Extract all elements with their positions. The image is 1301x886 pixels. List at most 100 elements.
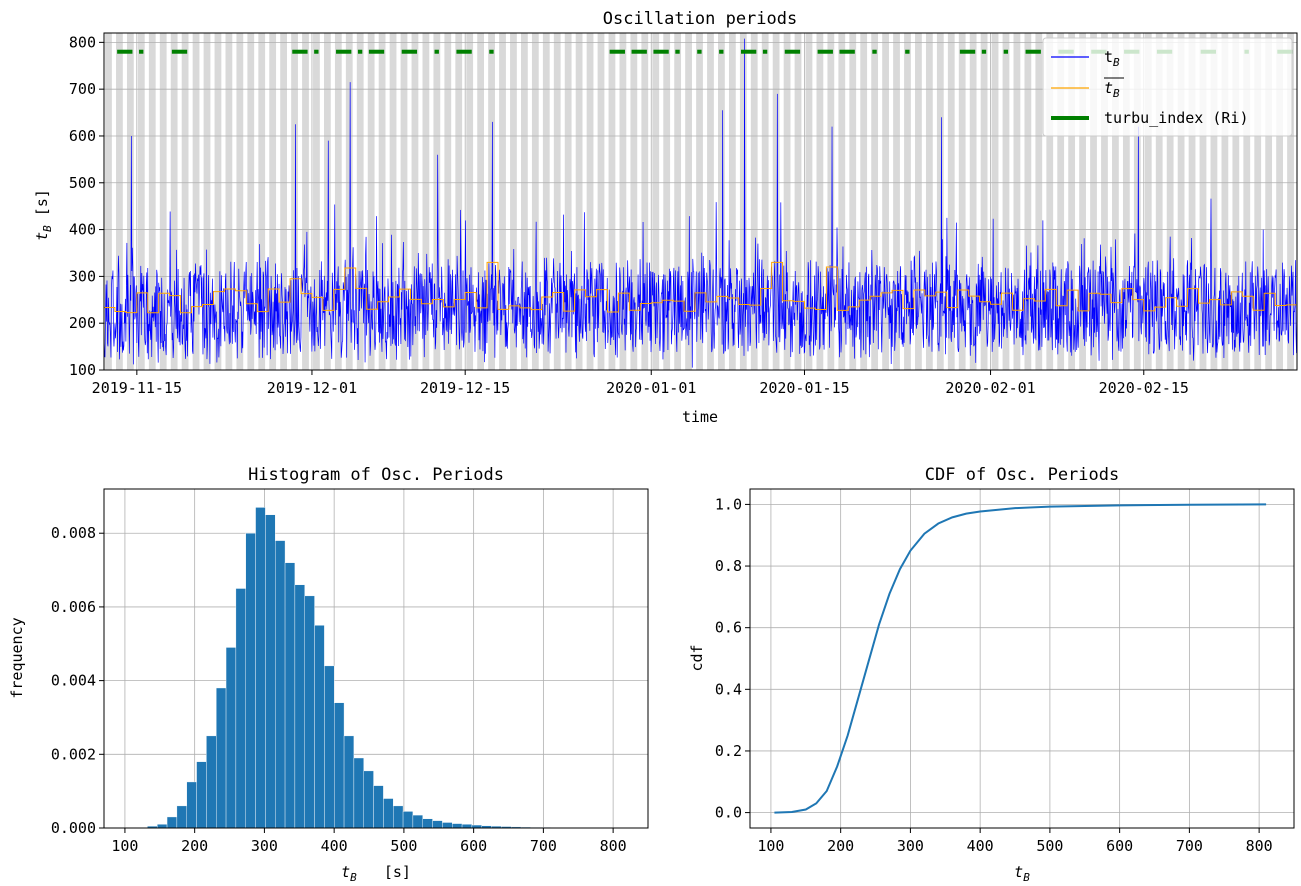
day-band xyxy=(586,33,594,370)
day-band xyxy=(334,33,342,370)
histogram-bar xyxy=(245,533,256,828)
day-band xyxy=(1188,33,1196,370)
day-band xyxy=(269,33,277,370)
day-band xyxy=(1155,33,1163,370)
day-band xyxy=(641,33,649,370)
histogram-bar xyxy=(452,823,463,828)
day-band xyxy=(1101,33,1108,370)
histogram-bar xyxy=(196,761,207,828)
tick-label-y: 400 xyxy=(69,221,96,239)
day-band xyxy=(915,33,922,370)
histogram-bar xyxy=(284,562,296,828)
day-band xyxy=(860,33,868,370)
timeseries-legend: tB tB turbu_index (Ri) xyxy=(1042,37,1293,137)
day-band xyxy=(772,33,780,370)
timeseries-y-ticks: 100 200 300 400 500 600 700 800 xyxy=(69,33,104,379)
day-band xyxy=(1090,33,1097,370)
histogram-x-ticks: 100 200 300 400 500 600 700 800 xyxy=(111,828,627,855)
day-band xyxy=(105,33,112,370)
tick-label-y: 300 xyxy=(69,267,96,285)
day-band xyxy=(203,33,211,370)
day-band xyxy=(225,33,233,370)
tick-label-x: 2020-02-01 xyxy=(945,379,1035,397)
tick-label-x: 600 xyxy=(460,837,487,855)
day-band xyxy=(925,33,933,370)
tick-label-y: 1.0 xyxy=(715,495,742,513)
day-band xyxy=(367,33,375,370)
day-band xyxy=(1177,33,1185,370)
tick-label-x: 700 xyxy=(530,837,557,855)
tick-label-x: 400 xyxy=(967,837,994,855)
day-band xyxy=(980,33,988,370)
cdf-series xyxy=(774,503,1267,814)
day-band xyxy=(378,33,386,370)
histogram-bar xyxy=(235,588,246,828)
day-band xyxy=(1013,33,1021,370)
day-band xyxy=(597,33,605,370)
day-band xyxy=(1002,33,1010,370)
tick-label-y: 0.2 xyxy=(715,742,742,760)
histogram-bar xyxy=(294,584,305,828)
tick-label-x: 2020-01-15 xyxy=(759,379,849,397)
histogram-bar xyxy=(265,514,276,828)
day-band xyxy=(455,33,463,370)
tick-label-x: 200 xyxy=(181,837,208,855)
cdf-panel: CDF of Osc. Periods 0.0 0.2 0.4 0.6 0.8 1.0 1… xyxy=(688,465,1295,884)
day-band xyxy=(663,33,671,370)
day-band xyxy=(1243,33,1251,370)
day-band xyxy=(1144,33,1152,370)
day-band xyxy=(575,33,583,370)
histogram-bar xyxy=(422,818,433,828)
timeseries-xlabel: time xyxy=(682,408,718,426)
day-band xyxy=(542,33,550,370)
tick-label-x: 100 xyxy=(757,837,784,855)
tick-label-y: 800 xyxy=(69,33,96,51)
day-band xyxy=(181,33,189,370)
day-band xyxy=(1133,33,1141,370)
day-band xyxy=(1265,33,1273,370)
day-band xyxy=(991,33,999,370)
histogram-bar xyxy=(255,507,266,828)
cdf-title: CDF of Osc. Periods xyxy=(925,465,1119,485)
legend-label-mean: tB xyxy=(1104,79,1120,100)
cdf-frame xyxy=(749,488,1295,829)
tick-label-x: 300 xyxy=(251,837,278,855)
tick-label-y: 200 xyxy=(69,314,96,332)
day-band xyxy=(816,33,824,370)
tick-label-y: 500 xyxy=(69,174,96,192)
histogram-bar xyxy=(402,811,414,828)
day-band xyxy=(499,33,506,370)
tick-label-x: 300 xyxy=(897,837,924,855)
tick-label-y: 0.008 xyxy=(51,524,96,542)
day-band xyxy=(783,33,791,370)
histogram-bar xyxy=(383,798,394,828)
tick-label-x: 700 xyxy=(1176,837,1203,855)
day-band xyxy=(400,33,408,370)
day-band xyxy=(761,33,769,370)
day-band xyxy=(236,33,244,370)
histogram-bar xyxy=(157,824,168,828)
day-band xyxy=(696,33,703,370)
day-band xyxy=(838,33,846,370)
day-bands xyxy=(105,33,1294,370)
day-band xyxy=(871,33,879,370)
histogram-bar xyxy=(363,770,374,828)
day-band xyxy=(280,33,287,370)
tick-label-x: 500 xyxy=(1036,837,1063,855)
tick-label-y: 0.006 xyxy=(51,598,96,616)
day-band xyxy=(1166,33,1174,370)
mean-step-line xyxy=(104,261,1297,314)
day-band xyxy=(345,33,353,370)
day-band xyxy=(302,33,309,370)
histogram-grid xyxy=(104,489,648,828)
histogram-bar xyxy=(334,702,345,828)
day-band xyxy=(685,33,692,370)
mean-series xyxy=(104,261,1297,314)
day-band xyxy=(904,33,911,370)
tick-label-x: 400 xyxy=(321,837,348,855)
day-band xyxy=(444,33,452,370)
day-band xyxy=(466,33,474,370)
histogram-bar xyxy=(353,757,364,828)
day-band xyxy=(882,33,889,370)
histogram-bar xyxy=(166,816,178,828)
